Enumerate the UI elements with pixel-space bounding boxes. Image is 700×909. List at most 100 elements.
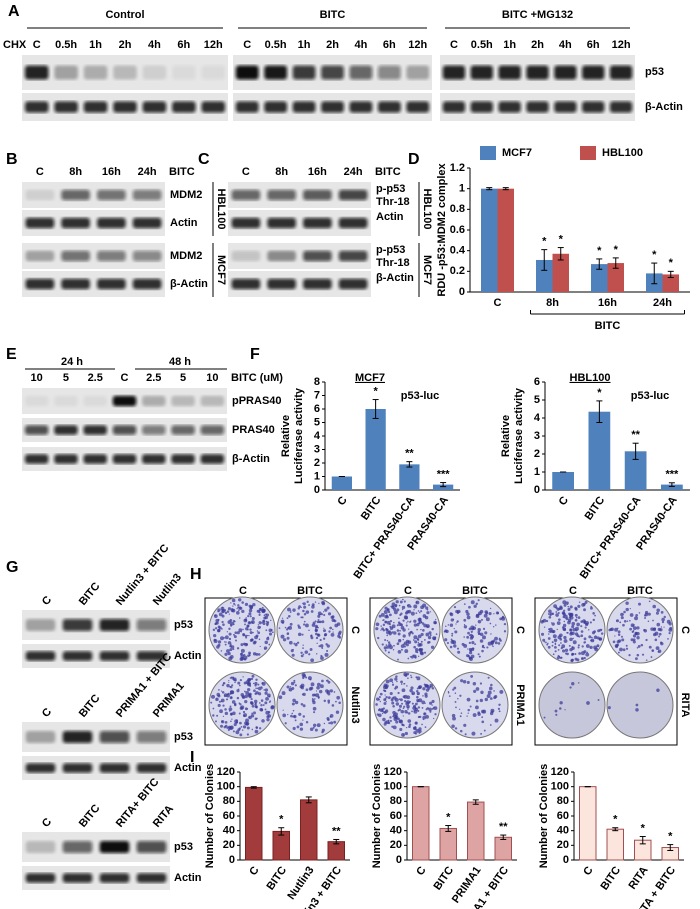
- colony: [229, 618, 233, 622]
- colony: [264, 688, 269, 692]
- colony: [383, 610, 388, 614]
- colony: [286, 632, 290, 636]
- colony: [652, 650, 654, 652]
- colony: [582, 602, 586, 606]
- colony: [491, 710, 494, 713]
- colony: [481, 635, 486, 640]
- colony: [301, 616, 304, 619]
- row-label: p-p53: [376, 244, 405, 256]
- colony: [253, 640, 257, 644]
- x-tick-label: C: [335, 494, 349, 507]
- colony: [248, 716, 250, 719]
- colony: [411, 702, 414, 705]
- x-tick-label: BITC: [599, 864, 624, 892]
- blot-band: [25, 731, 56, 743]
- blot-band: [526, 101, 549, 113]
- colony: [625, 601, 629, 605]
- lane-label: 2h: [326, 39, 339, 51]
- blot-band: [498, 101, 521, 113]
- blot-band: [54, 454, 78, 464]
- colony: [387, 651, 390, 654]
- colony: [474, 643, 477, 646]
- colony: [559, 707, 562, 710]
- colony: [384, 606, 388, 610]
- colony: [401, 683, 403, 685]
- colony: [328, 722, 331, 725]
- colony: [580, 634, 584, 638]
- colony: [578, 601, 581, 603]
- colony: [321, 730, 324, 734]
- blot-band: [235, 65, 259, 80]
- colony: [251, 616, 255, 621]
- colony: [220, 636, 224, 641]
- colony: [256, 630, 259, 632]
- y-tick-label: 8: [314, 376, 320, 388]
- colony: [409, 700, 411, 703]
- label: PRIMA1: [514, 684, 526, 726]
- colony: [311, 693, 315, 697]
- colony: [399, 698, 403, 702]
- colony: [235, 730, 240, 735]
- colony: [215, 698, 218, 700]
- colony: [387, 641, 391, 644]
- cell-line: MCF7: [421, 255, 433, 285]
- colony: [426, 625, 429, 628]
- colony: [244, 634, 248, 638]
- blot-band: [377, 65, 401, 80]
- lane-label: PRIMA1: [151, 680, 187, 720]
- blot-band: [112, 395, 137, 407]
- lane-label: 5: [180, 372, 186, 384]
- colony: [589, 621, 592, 624]
- colony: [238, 688, 240, 690]
- blot-band: [25, 841, 56, 853]
- colony: [315, 693, 320, 698]
- colony: [546, 643, 549, 646]
- colony: [643, 614, 647, 617]
- colony: [626, 620, 629, 622]
- colony: [557, 648, 560, 651]
- colony: [554, 642, 557, 645]
- blot-band: [554, 101, 577, 113]
- colony: [391, 683, 395, 686]
- colony: [472, 713, 477, 718]
- y-tick-label: 1.2: [450, 162, 465, 174]
- y-tick-label: 20: [557, 839, 569, 851]
- colony: [650, 656, 653, 659]
- blot-band: [171, 454, 195, 464]
- colony: [487, 690, 492, 695]
- colony: [623, 619, 627, 623]
- colony: [217, 618, 220, 621]
- colony: [406, 610, 410, 614]
- label: C: [349, 626, 361, 634]
- cell-line: MCF7: [215, 255, 227, 285]
- colony: [282, 713, 287, 718]
- colony: [257, 631, 261, 635]
- colony: [225, 641, 227, 643]
- colony: [498, 703, 501, 706]
- colony: [415, 728, 420, 733]
- colony: [255, 678, 258, 681]
- colony: [574, 626, 579, 631]
- colony: [259, 608, 262, 610]
- colony: [323, 629, 326, 633]
- blot-band: [61, 250, 90, 262]
- colony: [423, 712, 427, 716]
- blot-band: [142, 454, 166, 464]
- colony: [217, 703, 221, 708]
- colony: [408, 634, 411, 637]
- colony: [608, 628, 612, 632]
- blot-band: [267, 217, 296, 229]
- blot-band: [97, 250, 126, 262]
- colony: [616, 640, 620, 644]
- colony: [309, 686, 314, 690]
- colony: [280, 619, 285, 624]
- colony: [408, 723, 412, 726]
- colony: [433, 706, 438, 711]
- colony: [333, 720, 337, 724]
- colony: [470, 600, 475, 605]
- colony: [316, 620, 320, 624]
- chart-title: HBL100: [570, 372, 611, 384]
- colony: [405, 643, 409, 647]
- colony: [217, 625, 221, 629]
- colony: [554, 709, 558, 713]
